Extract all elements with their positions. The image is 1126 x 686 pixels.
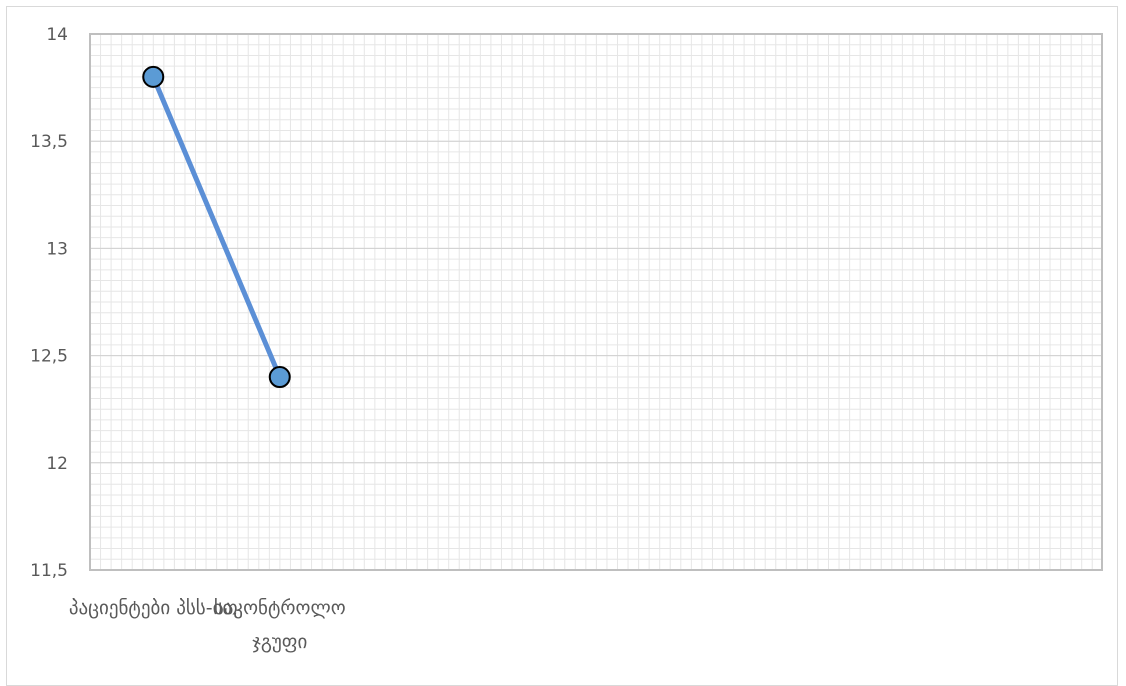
- data-point: [268, 366, 291, 389]
- y-tick-label: 12: [46, 454, 68, 474]
- y-tick-label: 14: [46, 25, 68, 45]
- y-tick-label: 12,5: [30, 347, 68, 367]
- y-tick-label: 13: [46, 239, 68, 259]
- minor-gridlines: [90, 34, 1102, 570]
- y-tick-label: 11,5: [30, 561, 68, 581]
- y-tick-label: 13,5: [30, 132, 68, 152]
- series-line: [150, 74, 283, 380]
- y-axis-ticks: 11,5 12 12,5 13 13,5 14: [30, 25, 68, 581]
- plot-area-border: [89, 33, 1103, 571]
- x-tick-label: საკონტროლო ჯგუფი: [214, 597, 346, 653]
- data-point: [142, 65, 165, 88]
- x-tick-label: პაციენტები პსს-ით: [69, 597, 238, 619]
- series-layer: [142, 65, 291, 389]
